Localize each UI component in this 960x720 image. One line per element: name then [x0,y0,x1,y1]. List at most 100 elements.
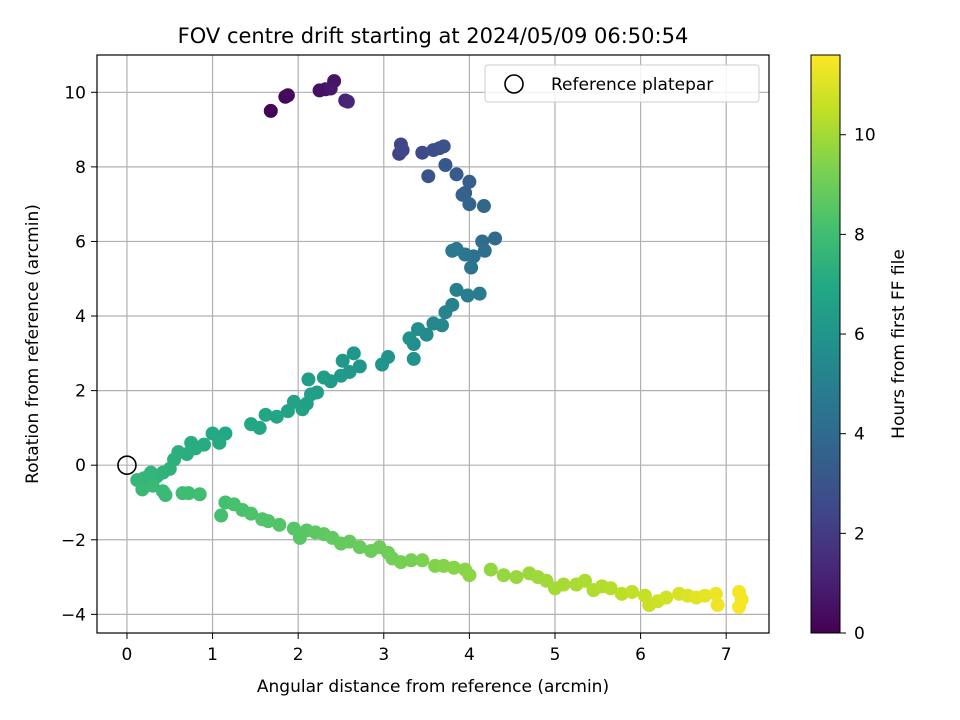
legend-marker [504,74,524,94]
data-point [462,174,477,189]
data-point [375,357,390,372]
data-point [460,288,475,303]
data-point [732,599,747,614]
data-point [346,346,361,361]
colorbar-label: Hours from first FF file [889,249,909,439]
data-point [406,351,421,366]
data-point [181,486,196,501]
x-tick-label: 3 [378,645,389,665]
x-axis-label: Angular distance from reference (arcmin) [257,677,609,697]
data-point [323,81,338,96]
chart-title: FOV centre drift starting at 2024/05/09 … [178,24,689,48]
data-point [261,514,276,529]
data-point [352,540,367,555]
data-point [269,409,284,424]
data-point [697,588,712,603]
x-tick-label: 1 [207,645,218,665]
colorbar-gradient [810,54,841,634]
y-axis-ticks: −4 −2 0 2 4 6 8 10 [61,83,97,625]
data-point [244,506,259,521]
data-point [464,260,479,275]
data-point [280,404,295,419]
data-point [438,305,453,320]
legend-label: Reference platepar [551,75,713,95]
colorbar-tick-label: 6 [854,325,865,345]
data-point [402,331,417,346]
data-point [438,158,453,173]
data-point [395,143,410,158]
colorbar-tick-label: 2 [854,524,865,544]
x-tick-label: 7 [721,645,732,665]
y-tick-label: 8 [75,158,86,178]
data-point [244,417,259,432]
y-tick-label: −2 [61,531,86,551]
data-point [158,488,173,503]
data-point [272,517,287,532]
plot-frame [96,54,770,634]
x-tick-label: 4 [464,645,475,665]
data-point [415,553,430,568]
x-axis-ticks: 0 1 2 3 4 5 6 7 [122,633,732,665]
scatter-points [130,74,749,614]
data-point [556,577,571,592]
data-point [446,560,461,575]
data-point [488,231,503,246]
data-point [352,359,367,374]
data-point [445,243,460,258]
x-tick-label: 2 [293,645,304,665]
data-point [426,316,441,331]
data-point [258,407,273,422]
data-point [483,562,498,577]
data-point [301,372,316,387]
data-point [184,435,199,450]
y-tick-label: 2 [75,382,86,402]
data-point [340,94,355,109]
data-point [509,570,524,585]
y-axis-label: Rotation from reference (arcmin) [23,204,43,484]
data-point [263,103,278,118]
data-point [477,243,492,258]
grid-lines [97,55,769,633]
data-point [462,568,477,583]
data-point [436,139,451,154]
x-tick-label: 5 [550,645,561,665]
data-point [577,573,592,588]
x-tick-label: 6 [635,645,646,665]
legend: Reference platepar [484,64,760,103]
data-point [333,368,348,383]
data-point [212,435,227,450]
data-point [415,145,430,160]
data-point [192,487,207,502]
data-point [625,584,640,599]
colorbar-tick-label: 4 [854,425,865,445]
data-point [476,199,491,214]
data-point [710,598,725,613]
data-point [708,586,723,601]
y-tick-label: 6 [75,232,86,252]
y-tick-label: 4 [75,307,86,327]
data-point [462,197,477,212]
colorbar-tick-label: 10 [854,126,876,146]
x-tick-label: 0 [122,645,133,665]
colorbar-tick-label: 0 [854,624,865,644]
data-point [145,478,160,493]
data-point [449,282,464,297]
y-tick-label: −4 [61,605,86,625]
y-tick-label: 10 [64,83,86,103]
data-point [316,370,331,385]
data-point [603,581,618,596]
data-point [659,590,674,605]
reference-platepar-marker [117,455,137,475]
data-point [335,353,350,368]
data-point [404,553,419,568]
colorbar-tick-label: 8 [854,225,865,245]
data-point [496,568,511,583]
colorbar: 0 2 4 6 8 10 Hours from first FF file [810,54,909,644]
data-point [411,322,426,337]
y-tick-label: 0 [75,456,86,476]
data-point [342,534,357,549]
data-point [449,167,464,182]
legend-box [484,64,760,103]
